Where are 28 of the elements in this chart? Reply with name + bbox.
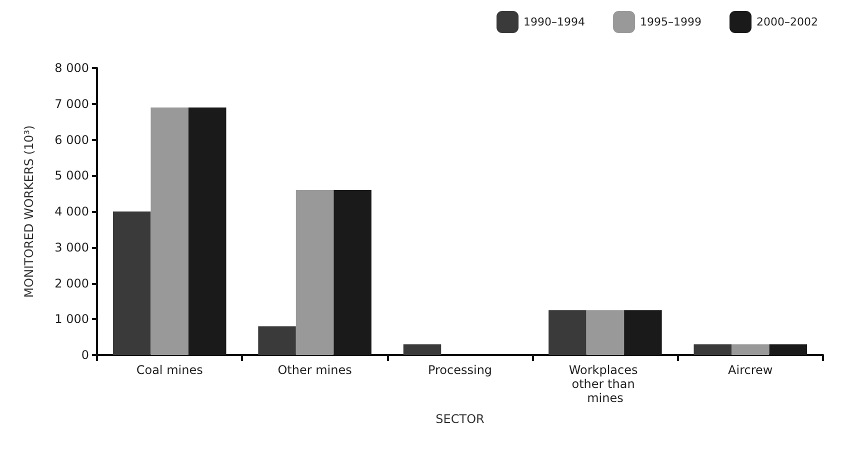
- y-tick-label: 6 000: [54, 132, 89, 147]
- x-tick-label: Other mines: [278, 363, 352, 377]
- y-tick-label: 3 000: [54, 240, 89, 254]
- legend-label: 1990–1994: [524, 16, 586, 28]
- bar: [403, 344, 442, 355]
- x-tick-label: Workplaces other than mines: [568, 363, 642, 405]
- bar: [586, 310, 624, 355]
- y-axis-title: MONITORED WORKERS (10³): [22, 125, 36, 298]
- x-tick-label: Processing: [428, 363, 492, 377]
- legend-label: 2000–2002: [756, 16, 818, 28]
- y-tick-label: 2 000: [54, 276, 89, 290]
- x-axis-title: SECTOR: [436, 412, 484, 426]
- bar: [694, 344, 732, 355]
- y-tick-label: 7 000: [54, 96, 89, 111]
- bar: [258, 326, 296, 355]
- x-tick-label: Coal mines: [136, 363, 203, 377]
- y-tick-label: 1 000: [54, 312, 89, 326]
- y-tick-label: 4 000: [54, 204, 89, 218]
- bar: [112, 212, 151, 355]
- y-tick-label: 0: [81, 348, 89, 362]
- bar: [150, 107, 188, 355]
- x-tick-label: Aircrew: [728, 363, 773, 377]
- bar: [296, 190, 334, 355]
- y-tick-label: 5 000: [54, 168, 89, 183]
- bar: [548, 310, 586, 355]
- y-tick-label: 8 000: [54, 61, 89, 75]
- legend-label: 1995–1999: [640, 16, 702, 28]
- bar: [732, 344, 770, 355]
